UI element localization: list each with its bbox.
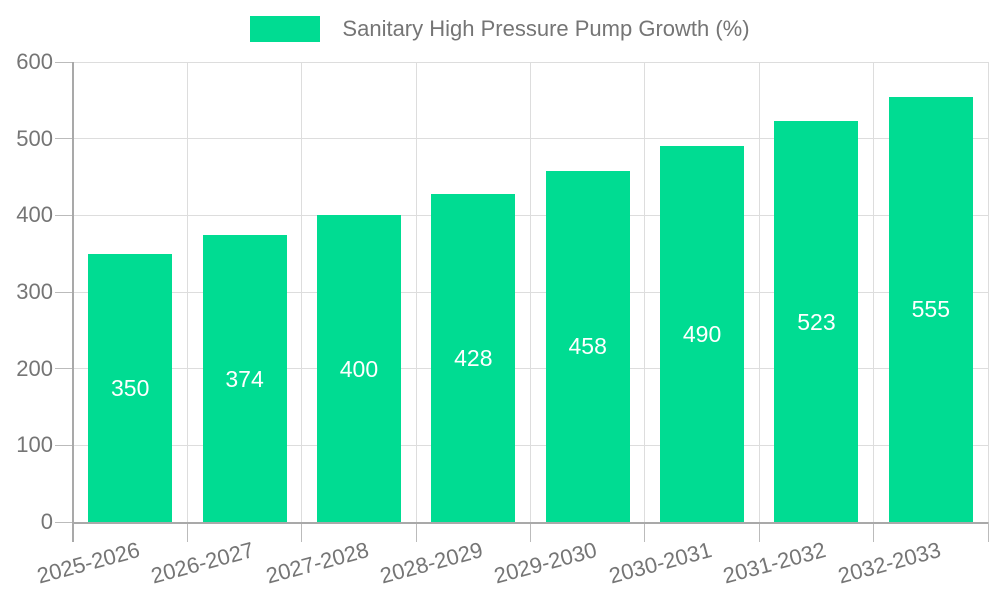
bar-2026-2027[interactable]: 374 xyxy=(202,235,287,522)
y-tick-mark xyxy=(55,61,73,63)
bar-value-label: 458 xyxy=(568,333,607,360)
x-tick-mark xyxy=(301,522,303,542)
bar-2025-2026[interactable]: 350 xyxy=(88,253,173,522)
y-axis-label: 0 xyxy=(40,509,53,534)
y-axis-label: 600 xyxy=(16,49,53,74)
gridline-vertical xyxy=(415,62,417,522)
x-axis-line xyxy=(73,522,988,524)
bar-2032-2033[interactable]: 555 xyxy=(888,96,973,522)
y-tick-mark xyxy=(55,138,73,140)
bar-value-label: 555 xyxy=(911,296,950,323)
y-axis-label: 100 xyxy=(16,432,53,458)
y-tick-mark xyxy=(55,521,73,523)
x-axis-label: 2030-2031 xyxy=(606,537,715,589)
legend[interactable]: Sanitary High Pressure Pump Growth (%) xyxy=(0,16,1000,42)
legend-swatch xyxy=(250,16,321,42)
y-tick-mark xyxy=(55,444,73,446)
x-tick-mark xyxy=(530,522,531,542)
y-axis-label: 400 xyxy=(16,202,53,228)
x-tick-mark xyxy=(987,522,989,542)
x-tick-mark xyxy=(873,522,875,542)
x-tick-mark xyxy=(186,522,188,542)
bar-2030-2031[interactable]: 490 xyxy=(660,146,745,522)
x-axis-label: 2027-2028 xyxy=(263,537,372,589)
x-tick-mark xyxy=(415,522,417,542)
y-axis-label: 500 xyxy=(16,125,53,151)
x-tick-mark xyxy=(644,522,646,542)
y-axis-line xyxy=(72,62,74,542)
y-tick-mark xyxy=(55,291,73,293)
x-axis-label: 2029-2030 xyxy=(491,537,600,589)
x-axis-label: 2026-2027 xyxy=(148,537,257,589)
gridline-vertical xyxy=(644,62,646,522)
y-axis-label: 200 xyxy=(16,355,53,381)
y-tick-mark xyxy=(55,368,73,370)
bar-2031-2032[interactable]: 523 xyxy=(774,121,859,522)
gridline-vertical xyxy=(301,62,303,522)
bar-2027-2028[interactable]: 400 xyxy=(316,215,401,522)
gridline-vertical xyxy=(758,62,760,522)
gridline-vertical xyxy=(873,62,875,522)
bar-value-label: 350 xyxy=(111,374,150,401)
x-tick-mark xyxy=(758,522,760,542)
x-axis-label: 2028-2029 xyxy=(377,537,486,589)
gridline-vertical xyxy=(186,62,188,522)
gridline-vertical xyxy=(987,62,989,522)
bar-value-label: 374 xyxy=(225,365,264,392)
bar-2028-2029[interactable]: 428 xyxy=(431,193,516,522)
y-axis-label: 300 xyxy=(16,279,53,304)
x-axis-label: 2031-2032 xyxy=(720,537,829,589)
y-tick-mark xyxy=(55,214,73,216)
bar-2029-2030[interactable]: 458 xyxy=(545,170,630,522)
bar-value-label: 428 xyxy=(454,344,493,371)
bar-value-label: 523 xyxy=(797,308,836,335)
bar-value-label: 400 xyxy=(339,355,379,382)
bar-value-label: 490 xyxy=(682,321,722,348)
x-axis-label: 2025-2026 xyxy=(34,537,143,589)
gridline-vertical xyxy=(530,62,531,522)
x-axis-label: 2032-2033 xyxy=(834,537,944,589)
legend-label: Sanitary High Pressure Pump Growth (%) xyxy=(342,16,750,41)
